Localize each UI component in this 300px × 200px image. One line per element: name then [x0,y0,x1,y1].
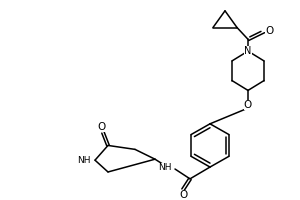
Text: O: O [179,190,187,200]
Text: N: N [244,46,252,56]
Text: O: O [265,26,273,36]
Text: NH: NH [158,163,172,172]
Text: NH: NH [77,156,91,165]
Text: O: O [98,122,106,132]
Text: O: O [244,100,252,110]
